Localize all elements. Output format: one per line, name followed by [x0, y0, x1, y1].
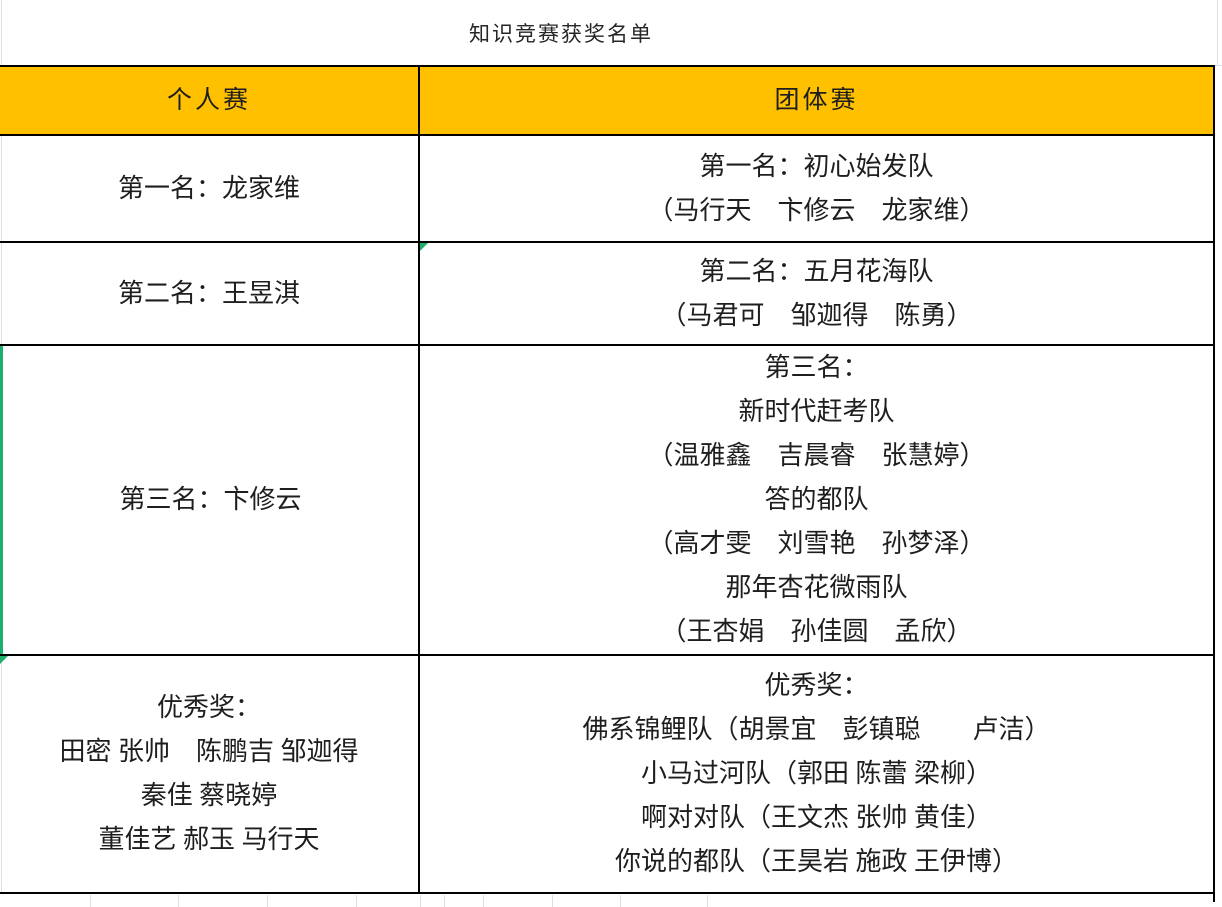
table-row: 第一名：龙家维 第一名：初心始发队 （马行天 卞修云 龙家维） [0, 136, 1213, 243]
cell-line: 那年杏花微雨队 [725, 573, 908, 602]
table-row: 第三名：卞修云 第三名： 新时代赶考队 （温雅鑫 吉晨睿 张慧婷） 答的都队 （高才雯 刘… [0, 346, 1213, 656]
cell-line: （马君可 邹迦得 陈勇） [660, 300, 973, 330]
table-header-row: 个人赛 团体赛 [0, 67, 1213, 136]
team-cell-row-3[interactable]: 优秀奖： 佛系锦鲤队（胡景宜 彭镇聪 卢洁） 小马过河队（郭田 陈蕾 梁柳） 啊对对队… [420, 656, 1213, 892]
team-cell-row-1[interactable]: 第二名：五月花海队 （马君可 邹迦得 陈勇） [420, 243, 1213, 344]
cell-line: 啊对对队（王文杰 张帅 黄佳） [640, 803, 992, 832]
cell-line: （王杏娟 孙佳圆 孟欣） [660, 617, 973, 646]
gridline [620, 895, 621, 907]
gridline [483, 895, 484, 907]
gridline [1217, 0, 1218, 65]
header-cell-individual[interactable]: 个人赛 [0, 67, 420, 134]
individual-cell-row-3[interactable]: 优秀奖： 田密 张帅 陈鹏吉 邹迦得 秦佳 蔡晓婷董佳艺 郝玉 马行天 [0, 656, 420, 892]
individual-cell-row-1[interactable]: 第二名：王昱淇 [0, 243, 420, 344]
cell-line: 第一名：初心始发队 [699, 151, 934, 181]
cell-line: 田密 张帅 陈鹏吉 邹迦得 [59, 737, 359, 766]
header-cell-team[interactable]: 团体赛 [774, 86, 859, 114]
individual-cell-row-0[interactable]: 第一名：龙家维 [0, 136, 420, 241]
team-cell-row-0[interactable]: 第一名：初心始发队 （马行天 卞修云 龙家维） [420, 136, 1213, 241]
cell-line: 新时代赶考队 [738, 397, 895, 426]
award-table: 个人赛 团体赛 第一名：龙家维 第一名：初心始发队 （马行天 卞修云 龙家维） 第二名… [0, 65, 1215, 894]
award-table-body: 第一名：龙家维 第一名：初心始发队 （马行天 卞修云 龙家维） 第二名：王昱淇 第二名：… [0, 136, 1213, 894]
cell-line: 优秀奖： [156, 693, 261, 722]
cell-line: 第三名：卞修云 [119, 485, 302, 514]
table-row: 第二名：王昱淇 第二名：五月花海队 （马君可 邹迦得 陈勇） [0, 243, 1213, 346]
gridline [707, 895, 708, 907]
cell-line: （温雅鑫 吉晨睿 张慧婷） [647, 441, 986, 470]
sheet-title[interactable]: 知识竞赛获奖名单 [469, 21, 653, 46]
cell-line: （高才雯 刘雪艳 孙梦泽） [647, 529, 986, 558]
gridline [1215, 65, 1222, 66]
cell-line: 董佳艺 郝玉 马行天 [98, 825, 320, 854]
gridline [356, 895, 357, 907]
cell-line: 答的都队 [764, 485, 869, 514]
cell-line: 你说的都队（王昊岩 施政 王伊博） [614, 847, 1018, 876]
individual-cell-row-2[interactable]: 第三名：卞修云 [0, 346, 420, 654]
cell-line: 第三名： [764, 353, 869, 382]
error-indicator-icon [420, 243, 428, 251]
cell-line: （马行天 卞修云 龙家维） [647, 195, 986, 225]
cell-line: 秦佳 蔡晓婷 [140, 781, 278, 810]
title-row: 知识竞赛获奖名单 [0, 0, 1122, 65]
gridline [267, 895, 268, 907]
cell-line: 第二名：五月花海队 [699, 256, 934, 286]
cell-line: 优秀奖： [764, 671, 869, 700]
table-border-stub [1213, 894, 1215, 902]
gridline [178, 895, 179, 907]
gridline [420, 895, 421, 907]
cell-line: 第二名：王昱淇 [117, 278, 300, 308]
error-indicator-icon [0, 656, 8, 664]
cell-line: 第一名：龙家维 [117, 173, 300, 203]
team-cell-row-2[interactable]: 第三名： 新时代赶考队 （温雅鑫 吉晨睿 张慧婷） 答的都队 （高才雯 刘雪艳 孙梦泽）… [420, 346, 1213, 654]
gridline [552, 895, 553, 907]
table-row: 优秀奖： 田密 张帅 陈鹏吉 邹迦得 秦佳 蔡晓婷 董佳艺 郝玉 马行天 优秀奖： 佛系锦… [0, 656, 1213, 894]
gridline [444, 895, 445, 907]
gridline [90, 895, 91, 907]
cell-line: 小马过河队（郭田 陈蕾 梁柳） [640, 759, 992, 788]
cell-line: 佛系锦鲤队（胡景宜 彭镇聪 卢洁） [582, 715, 1051, 744]
